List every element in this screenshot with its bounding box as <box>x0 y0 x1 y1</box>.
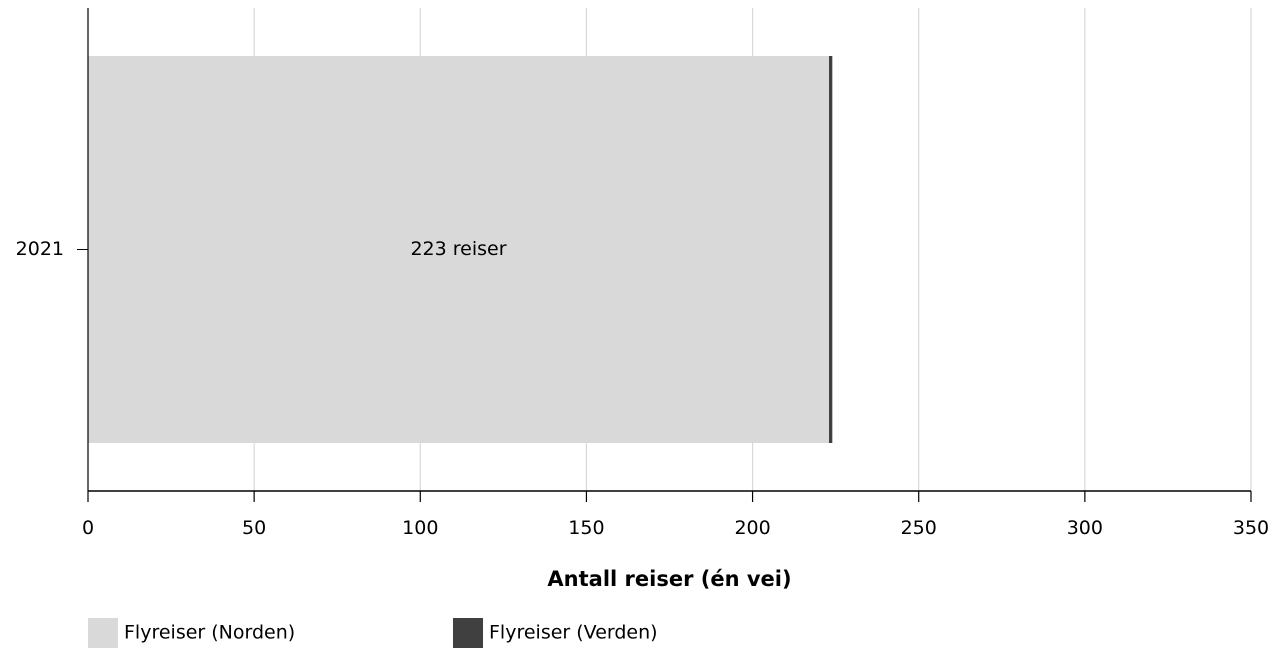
x-tick-label: 150 <box>568 517 604 539</box>
bar-verden <box>828 56 833 443</box>
legend: Flyreiser (Norden) Flyreiser (Verden) <box>88 618 658 648</box>
labels: 223 reiser 2021 0 50 100 150 200 250 300 350 Antal… <box>16 238 1269 591</box>
bar-norden <box>88 56 829 443</box>
legend-label: Flyreiser (Verden) <box>489 622 658 644</box>
x-tick-label: 200 <box>734 517 770 539</box>
x-tick-label: 50 <box>242 517 266 539</box>
axes <box>77 8 1252 502</box>
x-tick-label: 0 <box>82 517 94 539</box>
bar-data-label: 223 reiser <box>410 238 506 260</box>
x-tick-label: 300 <box>1067 517 1103 539</box>
legend-swatch <box>453 618 483 648</box>
bars <box>88 56 833 443</box>
x-tick-label: 350 <box>1233 517 1269 539</box>
x-axis-title: Antall reiser (én vei) <box>547 567 791 591</box>
legend-label: Flyreiser (Norden) <box>124 622 295 644</box>
x-tick-label: 100 <box>402 517 438 539</box>
legend-swatch <box>88 618 118 648</box>
y-tick-label: 2021 <box>16 238 64 260</box>
x-tick-label: 250 <box>901 517 937 539</box>
